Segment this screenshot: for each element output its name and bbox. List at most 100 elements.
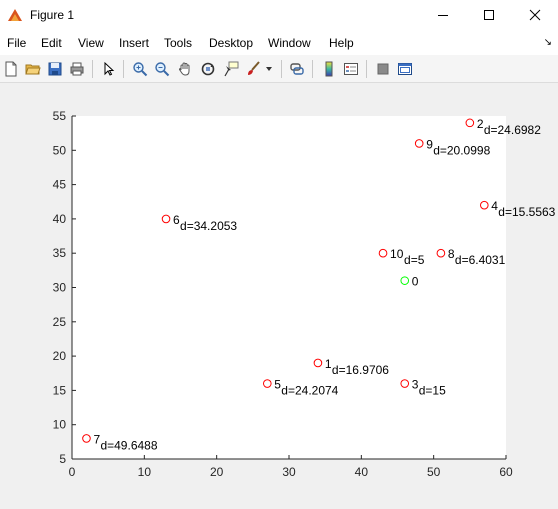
x-tick-label: 20 bbox=[210, 465, 224, 479]
data-point-10[interactable] bbox=[378, 248, 388, 258]
data-point-0[interactable] bbox=[400, 276, 410, 285]
x-tick-label: 30 bbox=[282, 465, 296, 479]
x-tick-label: 0 bbox=[69, 465, 76, 479]
print-button[interactable] bbox=[66, 58, 88, 80]
zoom-out-button[interactable] bbox=[151, 58, 173, 80]
brush-icon bbox=[248, 61, 260, 75]
menu-window[interactable]: Window bbox=[268, 36, 311, 50]
data-point-1[interactable] bbox=[313, 358, 323, 368]
y-tick-label: 15 bbox=[53, 383, 67, 397]
point-distance-label: d=16.9706 bbox=[332, 363, 389, 377]
matlab-icon bbox=[8, 9, 22, 21]
arrow-pointer-icon bbox=[104, 61, 115, 76]
brush-button[interactable] bbox=[242, 58, 264, 80]
save-icon bbox=[48, 62, 62, 76]
open-file-button[interactable] bbox=[22, 58, 44, 80]
maximize-icon bbox=[484, 10, 494, 20]
axes-background[interactable] bbox=[72, 116, 506, 459]
menu-view[interactable]: View bbox=[78, 36, 104, 50]
legend-icon bbox=[344, 63, 358, 75]
dropdown-arrow-icon bbox=[266, 67, 272, 71]
figure-canvas: 0 10 20 30 40 50 60 5 10 15 20 25 30 35 40 45 50 55 0 1 d=16… bbox=[0, 83, 558, 504]
point-id-label: 6 bbox=[173, 213, 180, 227]
menu-edit[interactable]: Edit bbox=[41, 36, 62, 50]
data-point-7[interactable] bbox=[82, 434, 91, 443]
colorbar-icon bbox=[325, 61, 333, 77]
maximize-button[interactable] bbox=[466, 0, 512, 30]
point-distance-label: d=24.6982 bbox=[484, 123, 541, 137]
toolbar-separator bbox=[123, 60, 124, 78]
point-id-label: 1 bbox=[325, 357, 332, 371]
data-point-2[interactable] bbox=[465, 118, 475, 128]
data-point-5[interactable] bbox=[263, 379, 272, 388]
insert-colorbar-button[interactable] bbox=[318, 58, 340, 80]
point-distance-label: d=20.0998 bbox=[433, 143, 490, 157]
show-plot-tools-icon bbox=[398, 63, 412, 75]
point-distance-label: d=6.4031 bbox=[455, 253, 506, 267]
folder-open-icon bbox=[25, 64, 41, 75]
minimize-icon bbox=[438, 15, 448, 16]
point-id-label: 9 bbox=[426, 137, 433, 151]
rotate-3d-button[interactable] bbox=[197, 58, 219, 80]
data-point-9[interactable] bbox=[414, 139, 424, 148]
zoom-in-button[interactable] bbox=[129, 58, 151, 80]
y-tick-label: 25 bbox=[53, 315, 67, 329]
menu-help[interactable]: Help bbox=[329, 36, 354, 50]
x-tick-label: 40 bbox=[355, 465, 369, 479]
x-tick-label: 10 bbox=[138, 465, 152, 479]
data-cursor-icon bbox=[224, 61, 239, 77]
pan-button[interactable] bbox=[174, 58, 196, 80]
data-point-4[interactable] bbox=[480, 200, 489, 210]
point-id-label: 0 bbox=[412, 275, 419, 289]
x-tick-label: 60 bbox=[499, 465, 513, 479]
point-id-label: 2 bbox=[477, 117, 484, 131]
data-cursor-button[interactable] bbox=[220, 58, 242, 80]
y-tick-label: 30 bbox=[53, 281, 67, 295]
close-button[interactable] bbox=[512, 0, 558, 30]
data-point-3[interactable] bbox=[400, 379, 410, 388]
hand-icon bbox=[178, 62, 190, 76]
point-distance-label: d=15 bbox=[419, 384, 446, 398]
point-id-label: 8 bbox=[448, 247, 455, 261]
figure-toolbar bbox=[0, 55, 558, 83]
y-tick-label: 50 bbox=[53, 143, 67, 157]
brush-dropdown[interactable] bbox=[262, 58, 276, 80]
point-id-label: 3 bbox=[412, 378, 419, 392]
dock-figure-icon[interactable]: ↘ bbox=[543, 37, 552, 48]
save-button[interactable] bbox=[44, 58, 66, 80]
new-figure-button[interactable] bbox=[0, 58, 22, 80]
hide-plot-tools-button[interactable] bbox=[372, 58, 394, 80]
new-file-icon bbox=[5, 61, 17, 77]
link-plot-button[interactable] bbox=[286, 58, 308, 80]
show-plot-tools-button[interactable] bbox=[394, 58, 416, 80]
point-distance-label: d=15.5563 bbox=[498, 205, 555, 219]
menu-bar: File Edit View Insert Tools Desktop Wind… bbox=[0, 31, 558, 55]
point-distance-label: d=34.2053 bbox=[180, 219, 237, 233]
y-tick-label: 45 bbox=[53, 178, 67, 192]
toolbar-separator bbox=[281, 60, 282, 78]
title-bar: Figure 1 bbox=[0, 0, 558, 31]
minimize-button[interactable] bbox=[420, 0, 466, 30]
x-tick-label: 50 bbox=[427, 465, 441, 479]
toolbar-separator bbox=[92, 60, 93, 78]
window-title: Figure 1 bbox=[30, 8, 75, 22]
data-point-8[interactable] bbox=[436, 248, 446, 258]
zoom-out-icon bbox=[155, 62, 170, 77]
y-tick-label: 40 bbox=[53, 212, 67, 226]
y-tick-label: 5 bbox=[59, 452, 66, 466]
toolbar-separator bbox=[312, 60, 313, 78]
menu-file[interactable]: File bbox=[7, 36, 27, 50]
point-id-label: 5 bbox=[274, 378, 281, 392]
edit-plot-button[interactable] bbox=[98, 58, 120, 80]
menu-tools[interactable]: Tools bbox=[164, 36, 193, 50]
hide-plot-tools-icon bbox=[377, 63, 389, 75]
menu-insert[interactable]: Insert bbox=[119, 36, 150, 50]
insert-legend-button[interactable] bbox=[340, 58, 362, 80]
point-distance-label: d=24.2074 bbox=[281, 384, 338, 398]
point-id-label: 4 bbox=[491, 199, 498, 213]
data-point-6[interactable] bbox=[161, 214, 171, 224]
menu-desktop[interactable]: Desktop bbox=[209, 36, 254, 50]
print-icon bbox=[70, 62, 84, 76]
zoom-in-icon bbox=[133, 62, 148, 77]
